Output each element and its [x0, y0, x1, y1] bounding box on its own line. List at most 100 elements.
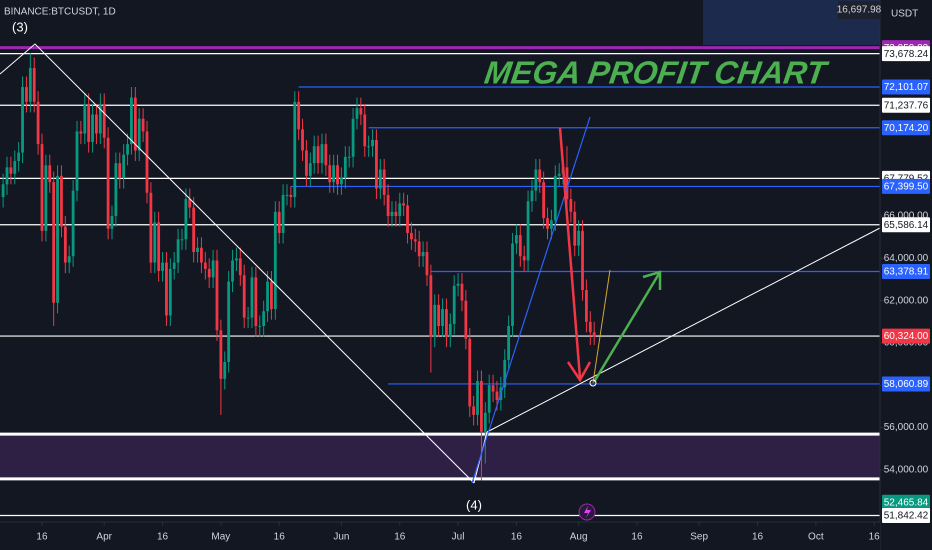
- event-icon-bolt: [584, 506, 591, 518]
- price-label: 58,060.89: [884, 379, 929, 390]
- down-arrow: [558, 127, 582, 379]
- candle-body: [215, 260, 219, 331]
- candle-body: [530, 190, 534, 202]
- price-label-box: [882, 507, 930, 523]
- candle-body: [487, 385, 491, 413]
- x-tick-label: May: [211, 532, 230, 543]
- candle-body: [184, 199, 188, 240]
- candle-body: [526, 201, 530, 261]
- candle-body: [126, 144, 129, 155]
- candle-body: [386, 194, 390, 217]
- candle-body: [301, 129, 304, 151]
- candle-body: [145, 131, 149, 193]
- candle-body: [573, 211, 577, 246]
- candle-body: [293, 101, 297, 197]
- candle-body: [153, 222, 157, 263]
- candle-body: [114, 163, 118, 217]
- candle-body: [28, 67, 32, 102]
- candle-body: [254, 277, 258, 327]
- x-tick-label: 16: [869, 532, 881, 543]
- candle-body: [133, 97, 137, 151]
- x-tick-label: Sep: [690, 532, 708, 543]
- candle-body: [452, 285, 456, 324]
- x-tick-label: Oct: [808, 532, 824, 543]
- candle-body: [312, 146, 316, 164]
- candle-body: [262, 311, 266, 327]
- candle-body: [456, 283, 460, 286]
- candle-body: [429, 275, 433, 337]
- x-tick-label: 16: [274, 532, 286, 543]
- candle-body: [460, 283, 464, 301]
- candle-body: [577, 230, 581, 246]
- candle-body: [347, 156, 351, 158]
- candle-body: [285, 194, 289, 196]
- price-label-box: [882, 46, 930, 62]
- candle-body: [192, 207, 196, 252]
- price-label-box: [882, 178, 930, 194]
- arrow-head: [642, 270, 662, 290]
- candle-body: [363, 114, 367, 147]
- candle-body: [207, 268, 211, 278]
- candle-body: [238, 258, 242, 276]
- candle-body: [398, 203, 402, 217]
- chart-title: MEGA PROFIT CHART: [482, 55, 831, 91]
- arrow-head: [566, 361, 592, 383]
- candle-body: [375, 139, 378, 189]
- candle-body: [188, 199, 192, 208]
- price-label-box: [882, 328, 930, 344]
- candle-body: [305, 150, 308, 176]
- candle-body: [581, 230, 584, 291]
- candle-body: [367, 146, 371, 148]
- candle-body: [324, 144, 328, 166]
- candle-body: [242, 275, 246, 318]
- candle-body: [297, 101, 301, 130]
- price-label-box: [882, 494, 930, 510]
- candle-body: [413, 239, 417, 242]
- candle-body: [180, 239, 184, 241]
- price-label: 71,237.76: [884, 100, 929, 111]
- candle-body: [316, 146, 320, 164]
- candle-body: [168, 268, 172, 316]
- price-label: 65,586.14: [884, 220, 929, 231]
- candle-body: [378, 169, 382, 189]
- y-tick-label: 56,000.00: [884, 422, 929, 433]
- candle-body: [534, 169, 538, 191]
- candle-body: [32, 67, 36, 102]
- x-tick-label: Apr: [96, 532, 112, 543]
- candle-body: [332, 165, 336, 183]
- candle-body: [281, 194, 285, 233]
- candle-body: [227, 281, 231, 362]
- candle-body: [483, 412, 487, 432]
- candle-body: [491, 385, 495, 392]
- x-tick-label: 16: [36, 532, 48, 543]
- candle-body: [503, 359, 507, 388]
- drawings: [0, 43, 880, 484]
- candle-body: [351, 118, 355, 157]
- candle-body: [273, 211, 277, 310]
- candle-body: [52, 182, 56, 303]
- candle-body: [355, 108, 359, 119]
- candle-body: [21, 87, 24, 153]
- candle-body: [40, 144, 44, 231]
- candle-body: [5, 167, 9, 185]
- y-tick-label: 62,000.00: [884, 295, 929, 306]
- candle-body: [565, 167, 569, 200]
- candle-body: [223, 361, 227, 379]
- candle-body: [441, 309, 444, 327]
- candle-body: [235, 258, 238, 261]
- candle-body: [1, 184, 5, 197]
- x-tick-label: Aug: [570, 532, 588, 543]
- candle-body: [336, 165, 339, 185]
- trend-line: [0, 43, 475, 484]
- candle-body: [141, 118, 145, 132]
- up-arrow: [592, 271, 662, 383]
- anchor-point: [589, 379, 597, 387]
- candle-body: [91, 114, 94, 143]
- candle-body: [507, 326, 511, 360]
- candle-body: [328, 165, 332, 183]
- trend-line: [486, 227, 880, 433]
- candle-body: [63, 226, 67, 263]
- candle-body: [231, 260, 234, 282]
- candle-body: [67, 256, 71, 263]
- candle-body: [48, 165, 52, 183]
